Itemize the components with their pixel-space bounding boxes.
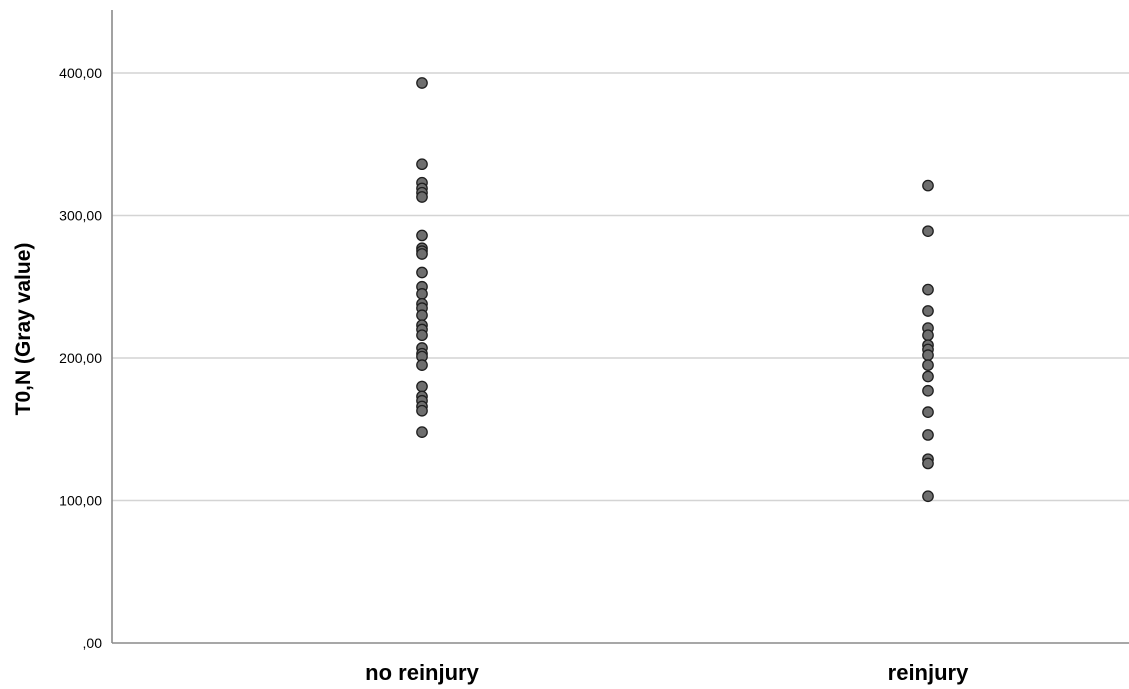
data-point [416,380,428,393]
data-point [922,349,934,361]
axes [111,10,1129,644]
data-point [922,406,934,418]
y-tick-labels: ,00 100,00 200,00 300,00 400,00 [59,65,102,651]
y-tick-label: ,00 [83,635,103,651]
x-category-labels: no reinjury reinjury [365,660,969,685]
data-point [922,384,934,397]
gridlines [112,72,1129,502]
y-tick-label: 400,00 [59,65,102,81]
data-point [922,329,934,342]
data-point [416,309,428,322]
data-point [922,490,934,503]
data-points [416,77,934,503]
data-point [416,158,428,171]
data-point [416,404,428,417]
data-point [416,191,428,203]
data-point [416,359,428,371]
data-point [416,77,428,89]
y-tick-label: 300,00 [59,208,102,224]
y-tick-label: 200,00 [59,350,102,366]
data-point [416,248,428,260]
data-point [416,288,428,300]
x-category-label: no reinjury [365,660,479,685]
data-point [922,305,934,317]
y-axis-title: T0,N (Gray value) [12,243,35,416]
data-point [416,266,428,279]
data-point [922,457,934,470]
data-point [922,359,934,371]
data-point [416,229,428,242]
data-point [416,329,428,342]
x-category-label: reinjury [888,660,969,685]
y-tick-label: 100,00 [59,493,102,509]
data-point [922,179,934,192]
data-point [922,429,934,441]
data-point [922,370,934,383]
data-point [922,283,934,296]
data-point [416,426,428,438]
data-point [922,225,934,238]
